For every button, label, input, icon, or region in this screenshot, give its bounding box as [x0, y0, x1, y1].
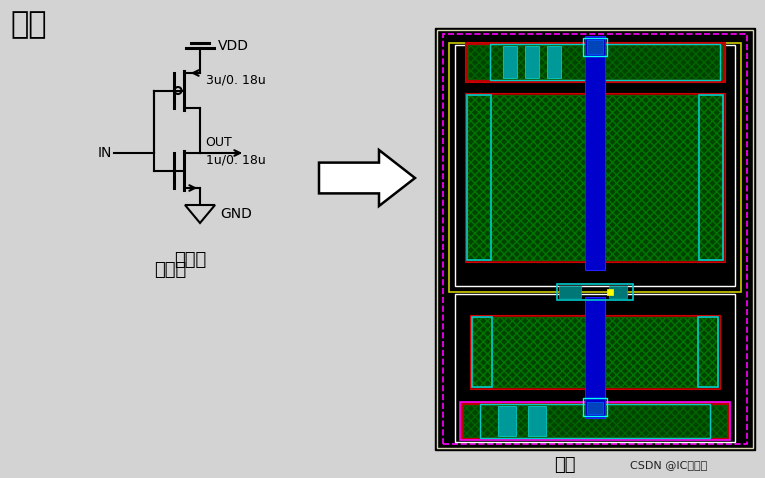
Bar [467, 96, 491, 260]
Bar [443, 34, 747, 444]
Bar [609, 286, 627, 298]
Text: 电路图: 电路图 [154, 261, 186, 279]
Bar [498, 406, 516, 436]
Bar [465, 42, 725, 82]
Bar [525, 45, 539, 78]
Bar [465, 93, 725, 262]
Text: OUT: OUT [205, 136, 232, 149]
Text: 电路图: 电路图 [174, 251, 206, 269]
Bar [472, 317, 718, 387]
Bar [460, 402, 730, 440]
Bar [698, 317, 718, 387]
Bar [472, 317, 492, 387]
Text: 1u/0. 18u: 1u/0. 18u [206, 153, 265, 166]
Text: 3u/0. 18u: 3u/0. 18u [206, 74, 265, 87]
Text: VDD: VDD [218, 39, 249, 53]
Bar [455, 294, 735, 442]
Text: 主。: 主。 [10, 10, 47, 39]
Bar [585, 35, 605, 270]
Bar [463, 405, 727, 437]
Bar [490, 43, 720, 80]
Text: CSDN @IC观察者: CSDN @IC观察者 [630, 460, 708, 470]
Bar [583, 398, 607, 416]
Text: IN: IN [98, 146, 112, 160]
Bar [583, 37, 607, 55]
Text: GND: GND [220, 207, 252, 221]
Bar [607, 289, 613, 295]
Bar [503, 45, 517, 78]
Bar [528, 406, 546, 436]
Bar [467, 96, 723, 260]
Bar [435, 28, 755, 450]
Bar [468, 44, 722, 79]
Bar [587, 40, 603, 54]
Bar [587, 402, 603, 414]
Polygon shape [319, 150, 415, 206]
Text: 版图: 版图 [555, 456, 576, 474]
Bar [437, 30, 753, 448]
Bar [470, 315, 720, 389]
Bar [699, 96, 723, 260]
Bar [585, 297, 605, 418]
Bar [449, 43, 741, 292]
Bar [557, 284, 633, 300]
Bar [480, 404, 710, 438]
Bar [547, 45, 561, 78]
Bar [455, 45, 735, 286]
Bar [559, 286, 581, 298]
